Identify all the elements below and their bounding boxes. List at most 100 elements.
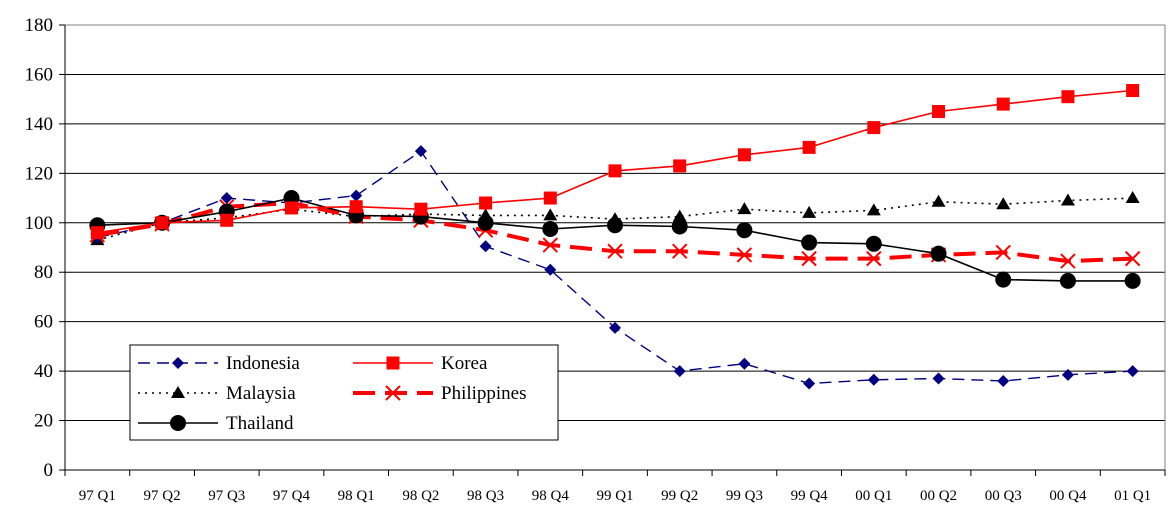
data-point-korea <box>932 105 946 119</box>
data-point-thailand <box>930 245 947 262</box>
data-point-malaysia <box>543 208 558 221</box>
x-tick-label: 00 Q4 <box>1049 488 1087 504</box>
data-point-philippines <box>736 247 753 263</box>
data-point-malaysia <box>931 194 946 207</box>
data-point-thailand <box>736 222 753 239</box>
x-tick-label: 98 Q3 <box>467 488 504 504</box>
data-point-korea <box>414 202 428 216</box>
x-tick-label: 98 Q4 <box>532 488 570 504</box>
axes <box>59 24 1166 476</box>
data-point-philippines <box>1124 250 1141 267</box>
y-tick-label: 100 <box>25 213 54 234</box>
data-point-malaysia <box>1060 193 1075 206</box>
legend-marker-indonesia <box>172 357 184 369</box>
data-point-thailand <box>801 234 818 251</box>
x-tick-label: 99 Q3 <box>726 488 763 504</box>
x-tick-label: 99 Q4 <box>791 488 829 504</box>
x-tick-label: 97 Q3 <box>208 488 245 504</box>
data-point-malaysia <box>672 209 687 222</box>
data-point-indonesia <box>997 375 1010 387</box>
data-point-korea <box>608 164 622 178</box>
data-point-korea <box>673 159 687 173</box>
y-tick-label: 80 <box>34 262 53 283</box>
data-point-indonesia <box>414 145 427 158</box>
series-line-thailand <box>97 197 1133 282</box>
y-tick-label: 180 <box>25 15 54 36</box>
x-tick-label: 00 Q1 <box>855 488 892 504</box>
x-tick-label: 00 Q3 <box>985 488 1022 504</box>
y-tick-label: 60 <box>34 312 53 333</box>
legend-marker-korea <box>386 356 400 370</box>
data-point-thailand <box>671 218 688 235</box>
x-axis-tick-labels: 97 Q1 97 Q2 97 Q3 97 Q4 98 Q1 98 Q2 98 Q3 98 Q4… <box>79 488 1151 504</box>
data-point-korea <box>90 226 104 240</box>
data-point-indonesia <box>479 240 492 253</box>
data-point-malaysia <box>737 202 752 215</box>
y-tick-label: 0 <box>44 460 54 481</box>
series-thailand <box>89 190 1141 289</box>
data-point-malaysia <box>996 197 1011 210</box>
legend-label-korea: Korea <box>441 353 488 374</box>
data-point-korea <box>220 213 234 227</box>
legend-marker-thailand <box>170 415 186 431</box>
data-point-korea <box>737 148 751 162</box>
data-point-philippines <box>607 243 623 259</box>
data-point-thailand <box>995 271 1012 288</box>
data-point-korea <box>284 201 298 215</box>
data-point-thailand <box>542 220 559 237</box>
data-point-korea <box>479 196 493 210</box>
y-axis-tick-labels: 0 20 40 60 80 100 120 140 160 180 <box>25 15 54 481</box>
data-point-korea <box>155 216 169 230</box>
data-point-indonesia <box>673 365 686 378</box>
data-point-philippines <box>995 244 1011 261</box>
data-point-thailand <box>477 214 494 231</box>
data-point-indonesia <box>350 189 363 202</box>
data-point-indonesia <box>220 192 233 205</box>
data-point-korea <box>543 191 557 205</box>
x-tick-label: 99 Q1 <box>596 488 633 504</box>
legend-marker-philippines <box>385 385 401 401</box>
y-tick-label: 40 <box>34 361 53 382</box>
data-point-korea <box>867 121 881 135</box>
y-tick-label: 120 <box>25 163 54 184</box>
data-point-philippines <box>671 243 688 259</box>
data-point-indonesia <box>803 377 816 390</box>
data-point-philippines <box>866 250 882 267</box>
legend: Indonesia Korea Malaysia Philippines Thailan… <box>129 344 559 441</box>
legend-label-malaysia: Malaysia <box>226 383 296 404</box>
data-point-indonesia <box>867 373 880 386</box>
data-point-korea <box>1126 84 1140 98</box>
series-line-korea <box>97 89 1133 234</box>
data-point-korea <box>802 140 816 154</box>
data-point-philippines <box>1060 253 1076 269</box>
legend-item-indonesia: Indonesia <box>138 353 300 374</box>
y-tick-label: 140 <box>25 114 54 135</box>
x-tick-label: 97 Q2 <box>144 488 181 504</box>
data-point-malaysia <box>866 203 881 216</box>
data-point-thailand <box>865 235 882 252</box>
y-tick-label: 20 <box>34 411 53 432</box>
data-point-philippines <box>542 237 559 253</box>
series-korea <box>90 84 1140 240</box>
data-point-indonesia <box>932 372 945 385</box>
legend-item-malaysia: Malaysia <box>138 383 296 404</box>
legend-marker-malaysia <box>171 386 185 398</box>
data-point-indonesia <box>544 263 557 276</box>
data-point-thailand <box>607 217 623 234</box>
legend-item-philippines: Philippines <box>353 383 527 404</box>
data-point-indonesia <box>1126 365 1139 378</box>
x-tick-label: 01 Q1 <box>1114 488 1151 504</box>
y-tick-label: 160 <box>25 64 54 85</box>
data-point-indonesia <box>609 321 621 334</box>
data-point-thailand <box>1059 272 1076 289</box>
x-tick-label: 00 Q2 <box>920 488 957 504</box>
data-point-korea <box>1061 90 1075 104</box>
legend-label-indonesia: Indonesia <box>226 353 300 374</box>
series-layer <box>89 84 1141 390</box>
data-point-korea <box>349 200 363 214</box>
legend-label-philippines: Philippines <box>441 383 527 404</box>
legend-label-thailand: Thailand <box>226 413 294 434</box>
data-point-malaysia <box>802 205 817 218</box>
x-tick-label: 98 Q2 <box>402 488 439 504</box>
